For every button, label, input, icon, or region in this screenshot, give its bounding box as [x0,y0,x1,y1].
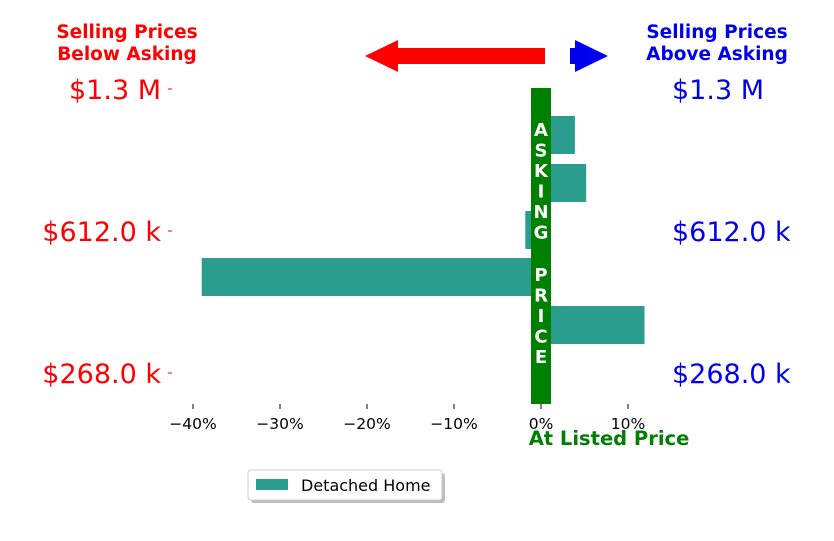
asking-price-letter: S [535,141,548,162]
asking-price-letter: P [534,265,547,286]
x-tick-label: 0% [529,415,554,433]
asking-price-letter: N [533,202,548,223]
price-label-left-bottom: $268.0 k [42,359,161,390]
x-tick-label: −10% [430,415,477,433]
asking-price-letter: K [534,161,549,182]
asking-price-letter: C [534,327,547,348]
price-label-right-mid: $612.0 k [672,217,791,248]
legend-swatch [256,479,288,490]
price-label-right-top: $1.3 M [672,75,764,106]
price-label-left-top: $1.3 M [69,75,161,106]
header-above-line1: Selling Prices [646,22,787,43]
asking-price-letter: R [534,286,548,307]
bar-3 [201,258,541,296]
price-label-left-mid: $612.0 k [42,217,161,248]
price-label-right-bottom: $268.0 k [672,359,791,390]
x-tick-label: −30% [256,415,303,433]
x-tick-label: 10% [611,415,645,433]
asking-price-letter: I [538,182,545,203]
x-tick-label: −20% [343,415,390,433]
bar-4 [541,306,645,344]
legend: Detached Home [247,469,445,503]
bars-group [201,116,645,344]
legend-box [247,469,443,501]
asking-price-letter: G [534,223,549,244]
x-axis-label: At Listed Price [529,427,690,450]
header-above-line2: Above Asking [646,44,788,65]
asking-price-bar [531,88,551,404]
x-axis: −40% −30% −20% −10% 0% 10% [169,404,645,433]
asking-price-letter: A [534,120,548,141]
arrow-left-icon [365,40,545,72]
arrow-right-icon [570,40,608,72]
asking-price-letter: I [538,306,545,327]
header-below-line1: Selling Prices [56,22,197,43]
x-tick-label: −40% [169,415,216,433]
asking-price-letter: E [535,347,547,368]
header-below-line2: Below Asking [57,44,197,65]
legend-label: Detached Home [301,476,431,495]
